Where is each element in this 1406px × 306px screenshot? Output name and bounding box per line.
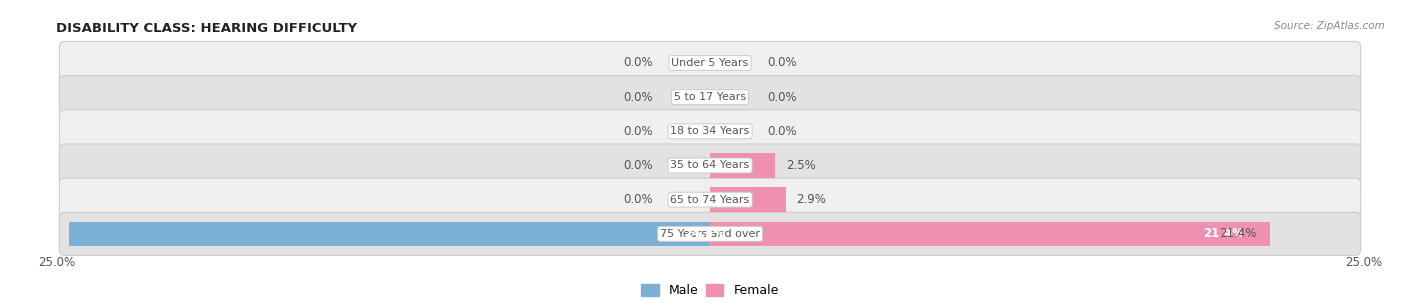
Text: 0.0%: 0.0% (623, 125, 652, 138)
Bar (710, 187, 786, 212)
Text: 24.5%: 24.5% (683, 227, 725, 240)
Text: 2.9%: 2.9% (796, 193, 827, 206)
FancyBboxPatch shape (59, 212, 1361, 256)
FancyBboxPatch shape (59, 41, 1361, 84)
Text: 21.4%: 21.4% (1219, 227, 1257, 240)
FancyBboxPatch shape (59, 76, 1361, 119)
Text: 18 to 34 Years: 18 to 34 Years (671, 126, 749, 136)
FancyBboxPatch shape (59, 110, 1361, 153)
FancyBboxPatch shape (59, 144, 1361, 187)
Legend: Male, Female: Male, Female (637, 279, 783, 302)
Text: 2.5%: 2.5% (786, 159, 815, 172)
Text: 65 to 74 Years: 65 to 74 Years (671, 195, 749, 205)
Bar (710, 153, 776, 178)
Text: 75 Years and over: 75 Years and over (659, 229, 761, 239)
Text: 0.0%: 0.0% (623, 91, 652, 104)
Bar (710, 222, 1270, 246)
Text: 0.0%: 0.0% (623, 193, 652, 206)
Text: 5 to 17 Years: 5 to 17 Years (673, 92, 747, 102)
Text: 0.0%: 0.0% (623, 159, 652, 172)
Text: 0.0%: 0.0% (768, 57, 797, 69)
Text: 35 to 64 Years: 35 to 64 Years (671, 160, 749, 170)
Text: 21.4%: 21.4% (1202, 227, 1243, 240)
Bar (69, 222, 710, 246)
Text: DISABILITY CLASS: HEARING DIFFICULTY: DISABILITY CLASS: HEARING DIFFICULTY (56, 22, 357, 35)
Text: 0.0%: 0.0% (623, 57, 652, 69)
FancyBboxPatch shape (59, 178, 1361, 221)
Text: 0.0%: 0.0% (768, 91, 797, 104)
Text: Under 5 Years: Under 5 Years (672, 58, 748, 68)
Text: Source: ZipAtlas.com: Source: ZipAtlas.com (1274, 21, 1385, 32)
Text: 0.0%: 0.0% (768, 125, 797, 138)
